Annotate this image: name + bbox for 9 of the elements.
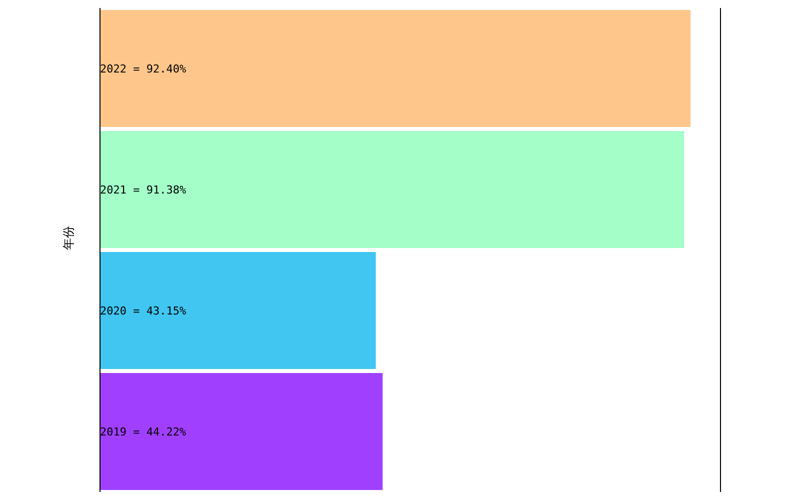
bar: [100, 131, 684, 248]
data-label: 2022 = 92.40%: [100, 62, 186, 76]
data-label: 2021 = 91.38%: [100, 183, 186, 196]
bar: [100, 10, 691, 127]
bar: [100, 252, 376, 369]
bar: [100, 373, 383, 490]
data-label: 2020 = 43.15%: [100, 304, 186, 318]
y-axis-title: 年份: [61, 226, 76, 250]
data-label: 2019 = 44.22%: [100, 425, 186, 438]
